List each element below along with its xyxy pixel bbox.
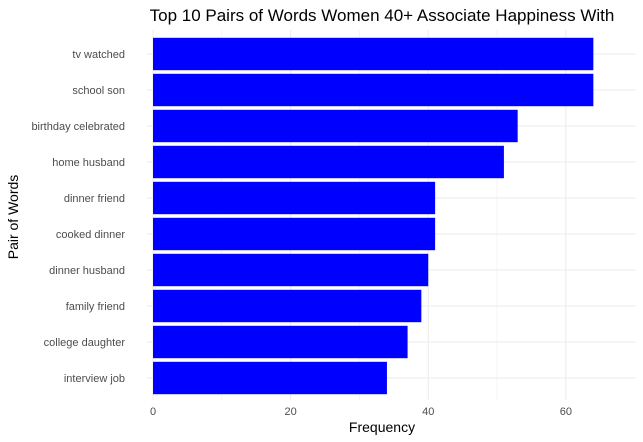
- bar: [153, 361, 387, 395]
- y-tick-label: college daughter: [44, 337, 126, 349]
- chart-title: Top 10 Pairs of Words Women 40+ Associat…: [150, 6, 615, 25]
- y-tick-label: dinner friend: [64, 193, 125, 205]
- y-tick-labels: tv watched school son birthday celebrated h…: [31, 49, 125, 385]
- x-tick-label: 40: [422, 406, 434, 418]
- y-tick-label: cooked dinner: [56, 229, 125, 241]
- y-tick-label: school son: [72, 85, 125, 97]
- bar: [153, 289, 422, 323]
- y-tick-label: home husband: [52, 157, 125, 169]
- bar: [153, 325, 408, 359]
- bar: [153, 217, 436, 251]
- x-axis-title: Frequency: [349, 419, 415, 435]
- bar: [153, 181, 436, 215]
- bar: [153, 37, 594, 71]
- bar: [153, 145, 504, 179]
- x-tick-label: 20: [284, 406, 296, 418]
- y-tick-label: family friend: [66, 301, 125, 313]
- y-tick-label: tv watched: [72, 49, 125, 61]
- y-axis-title: Pair of Words: [5, 175, 21, 260]
- bar: [153, 73, 594, 107]
- x-tick-labels: 0 20 40 60: [150, 406, 572, 418]
- x-tick-label: 0: [150, 406, 156, 418]
- bars: [153, 37, 594, 395]
- y-tick-label: dinner husband: [49, 265, 125, 277]
- bar: [153, 109, 518, 143]
- x-tick-label: 60: [560, 406, 572, 418]
- y-tick-label: birthday celebrated: [31, 121, 125, 133]
- y-tick-label: interview job: [64, 373, 125, 385]
- bar: [153, 253, 429, 287]
